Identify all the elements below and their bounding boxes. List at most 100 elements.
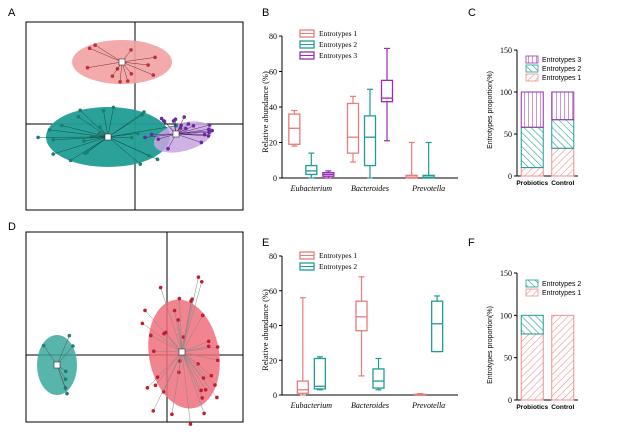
ordination-point bbox=[143, 308, 147, 313]
ordination-point bbox=[173, 117, 178, 121]
panel-label-c: C bbox=[468, 7, 476, 19]
box-iqr bbox=[296, 380, 309, 394]
ordination-link bbox=[181, 351, 216, 386]
panel-b-boxplot: Relative abundance (%) 0 20 40 60 80 Eubacter… bbox=[260, 29, 458, 193]
legend-label: Entrotypes 1 bbox=[319, 251, 357, 260]
ordination-link bbox=[181, 351, 204, 379]
ordination-link bbox=[78, 116, 109, 138]
ordination-point bbox=[129, 135, 134, 140]
ordination-point bbox=[174, 123, 178, 128]
ordination-point bbox=[97, 131, 101, 136]
panel-c-ylabel: Entrotypes proportion(%) bbox=[487, 71, 494, 149]
panel-b-ylabel: Relative abundance (%) bbox=[260, 71, 270, 153]
ordination-link bbox=[107, 136, 149, 156]
ordination-link bbox=[181, 351, 202, 391]
ordination-point bbox=[189, 299, 193, 303]
ordination-link bbox=[144, 133, 177, 138]
cluster-centroid bbox=[118, 58, 126, 66]
ordination-point bbox=[78, 108, 83, 113]
ordination-link bbox=[181, 277, 199, 353]
ordination-point bbox=[201, 376, 206, 380]
panel-e-boxplot: Relative abundance (%) 0 20 40 60 80 Eubacter… bbox=[260, 251, 458, 410]
ordination-point bbox=[164, 330, 168, 335]
stacked-bar-segment bbox=[520, 91, 544, 128]
ordination-point bbox=[199, 388, 203, 393]
ordination-link bbox=[181, 281, 203, 353]
ordination-link bbox=[61, 125, 109, 138]
ordination-point bbox=[136, 131, 140, 136]
ordination-link bbox=[160, 287, 183, 353]
y-tick-label: 0 bbox=[273, 174, 277, 183]
x-category-label: Eubacterium bbox=[290, 184, 333, 193]
ordination-link bbox=[177, 319, 183, 353]
ordination-point bbox=[215, 345, 220, 349]
ordination-point bbox=[152, 349, 156, 354]
ordination-point bbox=[118, 80, 122, 84]
ordination-point bbox=[158, 285, 163, 290]
ordination-link bbox=[119, 61, 123, 82]
ordination-link bbox=[181, 301, 192, 353]
ordination-point bbox=[191, 124, 196, 128]
ordination-point bbox=[71, 344, 75, 348]
x-category-label: Eubacterium bbox=[290, 401, 333, 410]
ordination-link bbox=[142, 323, 183, 353]
ordination-link bbox=[181, 351, 218, 361]
ordination-point bbox=[196, 362, 200, 366]
ordination-point bbox=[47, 128, 52, 132]
ordination-point bbox=[93, 43, 97, 47]
stacked-bar-segment bbox=[551, 91, 575, 121]
ordination-link bbox=[181, 346, 209, 353]
panel-f-stacked-bar: Entrotypes proportion(%) 0 50 100 150 Probio… bbox=[487, 269, 581, 411]
ordination-point bbox=[140, 113, 144, 117]
ordination-link bbox=[107, 125, 177, 138]
panel-d-ordination bbox=[25, 231, 244, 426]
panel-label-a: A bbox=[8, 7, 16, 19]
ordination-point bbox=[215, 395, 219, 400]
panel-d-frame bbox=[25, 231, 244, 423]
ordination-point bbox=[166, 146, 170, 151]
ordination-link bbox=[175, 133, 202, 143]
ordination-point bbox=[178, 126, 183, 130]
ordination-link bbox=[70, 136, 109, 161]
ordination-link bbox=[155, 351, 183, 386]
ordination-link bbox=[179, 298, 183, 353]
panel-label-b: B bbox=[262, 7, 269, 19]
ordination-point bbox=[199, 140, 204, 145]
box-iqr bbox=[380, 79, 394, 103]
y-tick-label: 100 bbox=[500, 88, 512, 97]
cluster-ellipse-entrotypes-3 bbox=[153, 121, 213, 153]
panel-a-points bbox=[36, 43, 214, 166]
ordination-point bbox=[63, 377, 68, 382]
y-tick-label: 40 bbox=[269, 322, 277, 331]
cluster-centroid bbox=[172, 130, 180, 138]
ordination-point bbox=[202, 132, 207, 137]
ordination-link bbox=[121, 61, 149, 66]
x-category-label: Probiotics bbox=[516, 180, 548, 187]
ordination-link bbox=[121, 61, 154, 76]
y-tick-label: 0 bbox=[273, 391, 277, 400]
legend-label: Entrotypes 3 bbox=[319, 51, 357, 60]
ordination-link bbox=[95, 44, 123, 63]
ordination-point bbox=[142, 110, 146, 114]
x-category-label: Prevotella bbox=[411, 184, 445, 193]
ordination-point bbox=[65, 391, 69, 396]
legend-label: Entrotypes 1 bbox=[542, 290, 581, 297]
y-tick-label: 50 bbox=[504, 130, 512, 139]
ordination-point bbox=[156, 137, 161, 141]
ordination-link bbox=[107, 133, 138, 138]
ordination-link bbox=[157, 351, 183, 378]
cluster-centroid bbox=[53, 361, 61, 369]
x-category-label: Control bbox=[551, 180, 574, 187]
ordination-point bbox=[200, 396, 204, 400]
ordination-point bbox=[153, 383, 158, 388]
ordination-link bbox=[181, 351, 191, 425]
ordination-link bbox=[144, 310, 183, 353]
box-iqr bbox=[372, 368, 385, 389]
ordination-point bbox=[63, 369, 68, 374]
ordination-link bbox=[103, 110, 109, 138]
ordination-link bbox=[80, 110, 109, 138]
ordination-link bbox=[83, 136, 109, 142]
ordination-link bbox=[181, 346, 218, 353]
ordination-point bbox=[207, 123, 212, 127]
ordination-point bbox=[207, 127, 211, 132]
